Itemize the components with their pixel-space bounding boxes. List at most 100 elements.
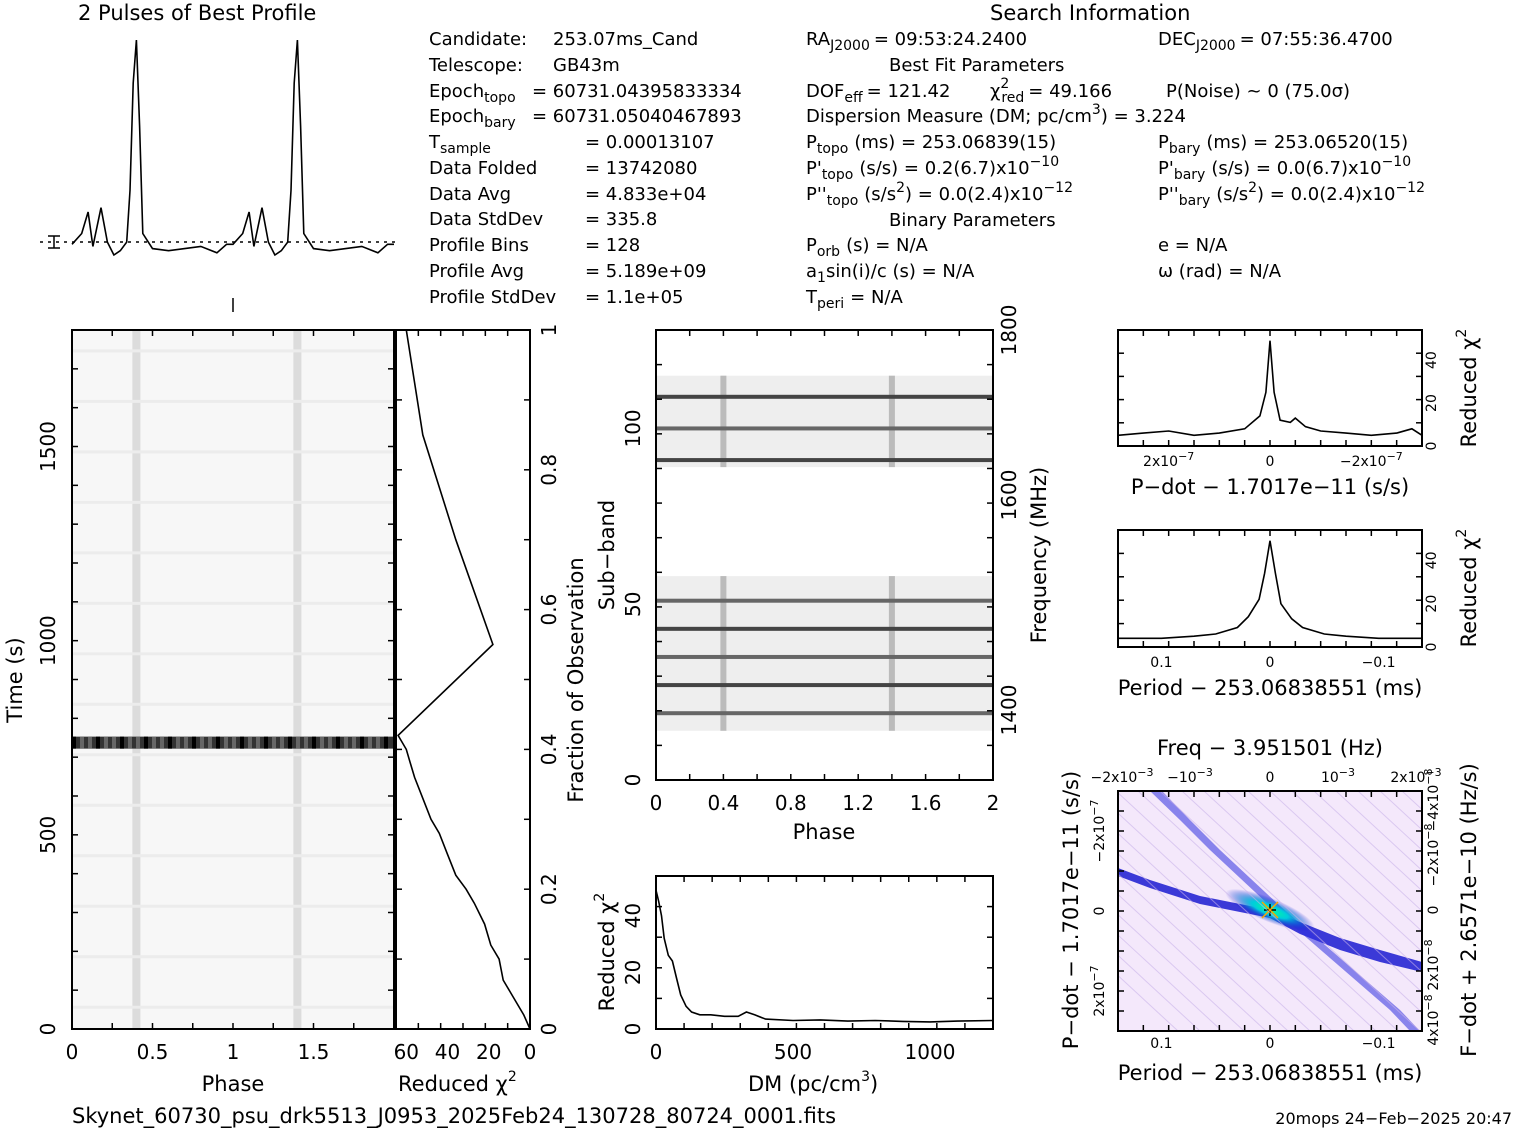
per-line: [1118, 540, 1422, 640]
epoch-bary-value: = 60731.05040467893: [532, 106, 742, 127]
tp-bright-cell-39: [384, 736, 388, 749]
pd-xtick-2: −2x10−7: [1340, 450, 1403, 470]
tp-bright-cell-12: [168, 736, 172, 749]
chit-ytick-4: 0.8: [537, 454, 561, 486]
a1-value: sin(i)/c (s) = N/A: [826, 261, 975, 282]
sb-ytick-1: 50: [621, 591, 645, 616]
pp-y2tick-3: 2x10−8: [1422, 939, 1442, 990]
pp-fringe-1: [1118, 954, 1201, 1031]
sb-y2tick-2: 1800: [997, 305, 1021, 356]
pp-fringe-12: [1181, 791, 1422, 1014]
tp-faint-row-8: [72, 601, 394, 605]
chi2-value: = 49.166: [1028, 81, 1112, 102]
binary-title: Binary Parameters: [889, 210, 1056, 231]
pp-xtick-2: −0.1: [1362, 1036, 1396, 1052]
pp-xlabel: Period − 253.06838551 (ms): [1118, 1061, 1423, 1085]
chit-ylabel: Fraction of Observation: [564, 557, 588, 802]
tp-bright-cell-24: [264, 736, 268, 749]
svg-text:Porb(s) = N/A: Porb (s) = N/A: [806, 235, 929, 260]
info-mid: RAJ2000 = 09:53:24.2400 DECJ2000 = 07:55:3…: [805, 29, 1425, 312]
sb-pulse-0-0: [720, 576, 727, 731]
tp-faint-row-2: [72, 904, 394, 908]
svg-text:DECJ2000= 07:55:36.4700: DECJ2000 = 07:55:36.4700: [1158, 29, 1393, 54]
sb-row-3: [656, 626, 993, 631]
tp-xtick-3: 1.5: [298, 1040, 330, 1064]
svg-text:Epochtopo: Epochtopo: [429, 81, 516, 106]
pdbary-label: P': [1158, 158, 1174, 179]
pp-fringe-16: [1269, 791, 1422, 932]
pp-fringe-0: [1118, 974, 1179, 1031]
tp-faint-row-13: [72, 349, 394, 353]
period-chi2-plot: Period − 253.06838551 (ms) Reduced χ2 0.…: [1117, 529, 1481, 700]
pdot-chi2-plot: P−dot − 1.7017e−11 (s/s) Reduced χ2 2x10…: [1117, 329, 1481, 499]
tp-ytick-1: 500: [36, 816, 60, 854]
tp-bright-cell-37: [368, 736, 372, 749]
ptopo-label: P: [806, 132, 817, 153]
tp-bright-cell-30: [312, 736, 316, 749]
svg-text:P'bary(s/s) = 0.0(6.7)x10−10: P'bary (s/s) = 0.0(6.7)x10−10: [1158, 154, 1411, 183]
sb-xtick-4: 1.6: [910, 791, 942, 815]
sb-y2tick-0: 1400: [997, 685, 1021, 736]
sb-row-2: [656, 654, 993, 659]
per-ytick-1: 20: [1424, 595, 1440, 613]
svg-text:P'topo(s/s) = 0.2(6.7)x10−10: P'topo (s/s) = 0.2(6.7)x10−10: [806, 154, 1059, 183]
svg-text:Tperi= N/A: Tperi = N/A: [805, 287, 903, 312]
tsample-value: = 0.00013107: [585, 132, 715, 153]
tp-faint-row-6: [72, 702, 394, 706]
profile-bins-label: Profile Bins: [429, 235, 529, 256]
p-pdot-plot: Freq − 3.951501 (Hz) Period − 253.068385…: [1059, 736, 1481, 1085]
tp-bright-cell-7: [128, 736, 132, 749]
tp-ytick-3: 1500: [36, 421, 60, 472]
dm-ytick-2: 40: [621, 903, 645, 928]
ptopo-value: (ms) = 253.06839(15): [854, 132, 1056, 153]
tp-bright-cell-3: [96, 736, 100, 749]
tp-bright-cell-1: [80, 736, 84, 749]
pp-fringe-4: [1118, 893, 1267, 1031]
pp-fringe-5: [1118, 873, 1289, 1031]
pddtopo-value: (s/s: [864, 184, 896, 205]
data-stddev-value: = 335.8: [585, 209, 657, 230]
tp-bright-cell-21: [240, 736, 244, 749]
tp-bright-cell-27: [288, 736, 292, 749]
tp-bright-cell-11: [160, 736, 164, 749]
tp-ylabel: Time (s): [3, 637, 27, 723]
tp-bright-cell-19: [224, 736, 228, 749]
pbary-value: (ms) = 253.06520(15): [1206, 132, 1408, 153]
best-fit-title: Best Fit Parameters: [889, 55, 1064, 76]
profile-stddev-label: Profile StdDev: [429, 287, 557, 308]
dec-value: = 07:55:36.4700: [1240, 29, 1393, 50]
epoch-topo-value: = 60731.04395833334: [532, 81, 742, 102]
pp-toptick-2: 0: [1266, 770, 1275, 786]
pp-ytick-1: 0: [1092, 907, 1108, 916]
pp-toptick-1: −10−3: [1167, 766, 1213, 786]
tp-bright-cell-5: [112, 736, 116, 749]
pp-fringe-17: [1291, 791, 1422, 912]
dm-xtick-1: 500: [774, 1040, 812, 1064]
tp-bright-cell-28: [296, 736, 300, 749]
sb-row-7: [656, 394, 993, 399]
tp-bright-cell-17: [208, 736, 212, 749]
dm-xlabel: DM (pc/cm3): [748, 1069, 878, 1096]
data-folded-label: Data Folded: [429, 158, 537, 179]
pd-ytick-0: 0: [1424, 442, 1440, 451]
sb-row-5: [656, 458, 993, 463]
a1-label: a: [806, 261, 817, 282]
profile-avg-value: = 5.189e+09: [585, 261, 706, 282]
tp-bright-cell-0: [72, 736, 76, 749]
tp-xtick-1: 0.5: [137, 1040, 169, 1064]
dm-frame: [655, 875, 994, 1030]
pd-ytick-2: 40: [1424, 351, 1440, 369]
tp-bright-cell-36: [360, 736, 364, 749]
dm-xtick-0: 0: [650, 1040, 663, 1064]
per-ylabel: Reduced χ2: [1454, 529, 1481, 648]
sb-y2tick-1: 1600: [997, 470, 1021, 521]
chit-line: [397, 329, 531, 1030]
pp-fringe-15: [1247, 791, 1422, 953]
sb-xtick-3: 1.2: [842, 791, 874, 815]
porb-label: P: [806, 235, 817, 256]
sb-pulse-0-1: [888, 576, 895, 731]
pddbary-value: (s/s: [1216, 184, 1248, 205]
chit-ytick-3: 0.6: [537, 594, 561, 626]
pp-y2tick-1: −2x10−8: [1422, 824, 1442, 887]
